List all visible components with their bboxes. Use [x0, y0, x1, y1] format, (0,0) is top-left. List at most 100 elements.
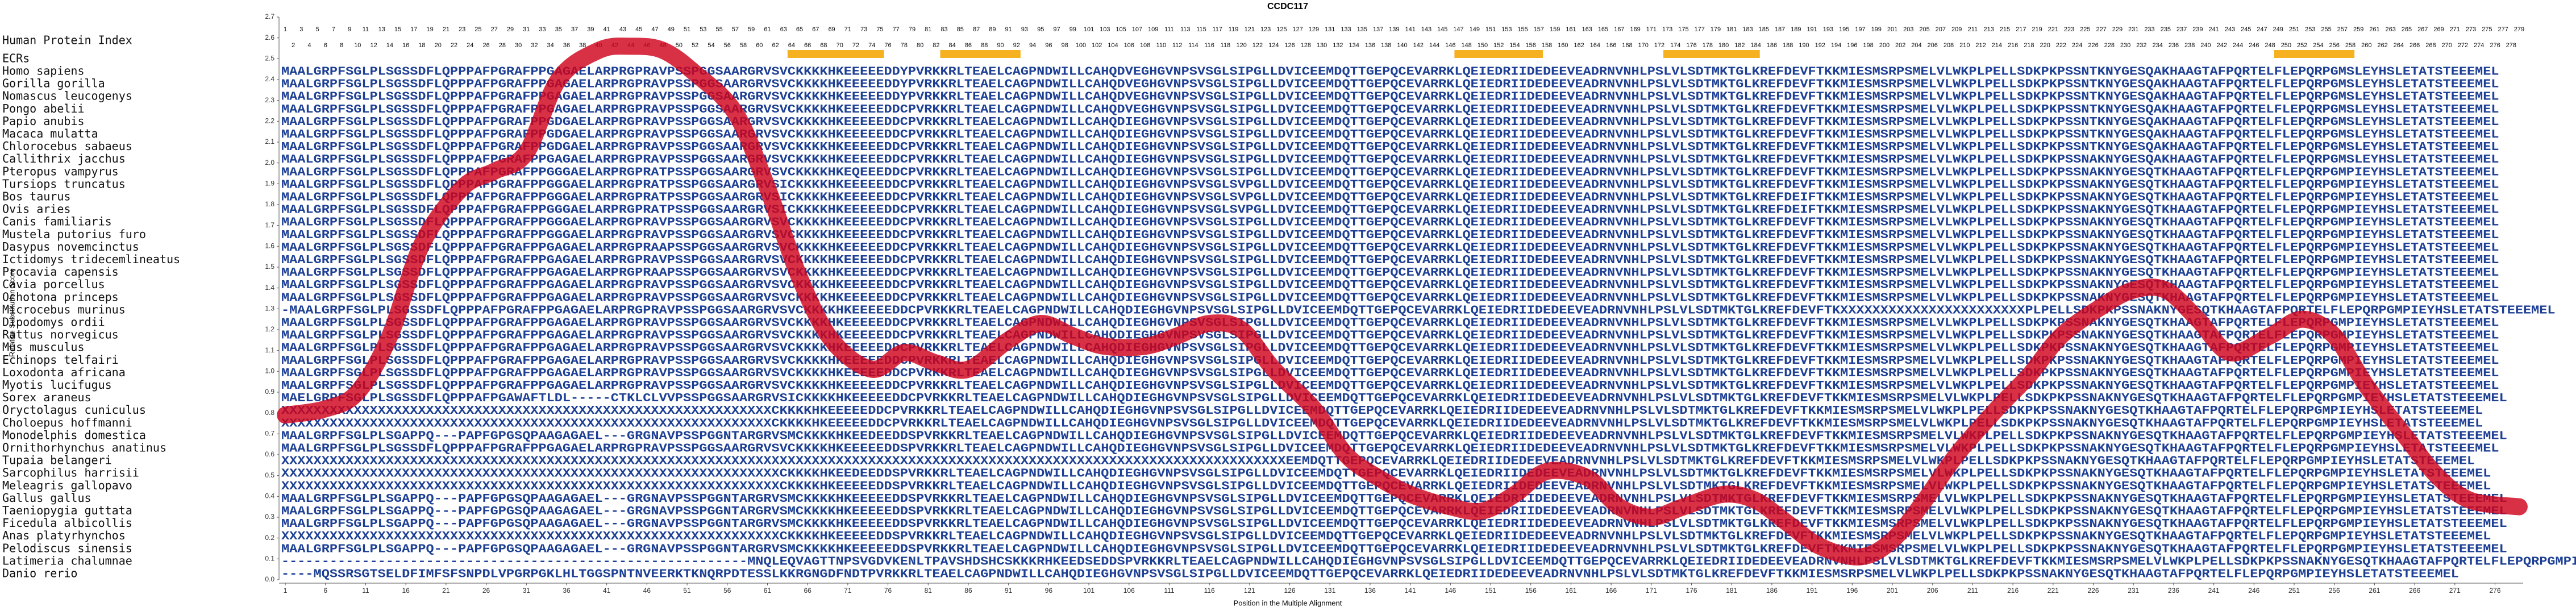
position-index: 68 — [820, 42, 827, 49]
position-index: 248 — [2265, 42, 2275, 49]
position-index: 110 — [1156, 42, 1167, 49]
position-index: 184 — [1750, 42, 1761, 49]
position-index: 4 — [307, 42, 311, 49]
position-index: 234 — [2152, 42, 2162, 49]
position-index: 172 — [1654, 42, 1664, 49]
x-tick-label: 1 — [284, 587, 288, 595]
position-index: 213 — [1984, 26, 1994, 33]
position-index: 129 — [1309, 26, 1319, 33]
position-index: 156 — [1526, 42, 1536, 49]
position-index: 277 — [2498, 26, 2508, 33]
sequence: MAALGRPFSGLPLSGSSDFLQPPPAFPGRAFPPGAGAELA… — [281, 254, 2499, 267]
position-index: 247 — [2257, 26, 2267, 33]
position-index: 55 — [715, 26, 722, 33]
position-index: 53 — [700, 26, 706, 33]
position-index: 79 — [909, 26, 915, 33]
position-index: 243 — [2225, 26, 2235, 33]
position-index: 242 — [2217, 42, 2227, 49]
position-index: 178 — [1703, 42, 1713, 49]
position-index: 279 — [2514, 26, 2524, 33]
position-index: 229 — [2112, 26, 2123, 33]
position-index: 38 — [579, 42, 586, 49]
position-index: 83 — [940, 26, 947, 33]
position-index: 9 — [348, 26, 351, 33]
position-index: 128 — [1301, 42, 1311, 49]
position-index: 225 — [2080, 26, 2090, 33]
x-tick-label: 236 — [2168, 587, 2179, 595]
position-index: 52 — [692, 42, 698, 49]
position-index: 56 — [724, 42, 731, 49]
position-index: 103 — [1100, 26, 1110, 33]
position-index: 47 — [651, 26, 658, 33]
position-index: 2 — [292, 42, 295, 49]
position-index: 191 — [1807, 26, 1817, 33]
position-index: 207 — [1936, 26, 1946, 33]
position-index: 186 — [1767, 42, 1777, 49]
position-index: 148 — [1461, 42, 1471, 49]
position-index: 214 — [1992, 42, 2002, 49]
species-name: Canis familiaris — [2, 215, 112, 228]
position-index: 199 — [1871, 26, 1882, 33]
position-index: 23 — [459, 26, 465, 33]
position-index: 125 — [1276, 26, 1287, 33]
position-index: 67 — [812, 26, 819, 33]
sequence: MAALGRPFSGLPLSGSSDFLQPPPAFPGRAFPPGAGAELA… — [281, 267, 2499, 280]
y-tick-label: 1.4 — [265, 284, 274, 292]
position-index: 235 — [2161, 26, 2171, 33]
position-index: 195 — [1839, 26, 1849, 33]
species-name: Papio anubis — [2, 114, 85, 128]
position-index: 112 — [1172, 42, 1183, 49]
species-name: Ficedula albicollis — [2, 516, 132, 530]
position-index: 216 — [2008, 42, 2018, 49]
position-index: 54 — [708, 42, 714, 49]
sequence: XXXXXXXXXXXXXXXXXXXXXXXXXXXXXXXXXXXXXXXX… — [281, 455, 2475, 468]
position-index: 90 — [997, 42, 1004, 49]
species-name: Pongo abelii — [2, 102, 85, 115]
position-index: 17 — [410, 26, 417, 33]
position-index: 57 — [732, 26, 739, 33]
position-index: 166 — [1606, 42, 1616, 49]
y-tick-label: 1.0 — [265, 367, 274, 375]
position-index: 34 — [547, 42, 554, 49]
position-index: 261 — [2369, 26, 2379, 33]
position-index: 59 — [748, 26, 755, 33]
position-index: 22 — [451, 42, 457, 49]
y-tick-label: 1.9 — [265, 180, 274, 188]
x-tick-label: 171 — [1646, 587, 1657, 595]
sequence: MAALGRPFSGLPLSGSSDFLQPPPAFPGRAFPPGDGAELA… — [281, 128, 2499, 142]
species-name: Pteropus vampyrus — [2, 164, 119, 178]
position-index: 132 — [1333, 42, 1343, 49]
position-index: 194 — [1831, 42, 1841, 49]
x-tick-label: 181 — [1726, 587, 1737, 595]
sequence: MAALGRPFSGLPLSGSSDFLQPPPAFPGRAFPPGAGAELA… — [281, 342, 2499, 355]
y-tick-label: 1.6 — [265, 242, 274, 250]
position-index: 137 — [1373, 26, 1383, 33]
x-tick-label: 241 — [2208, 587, 2220, 595]
position-index: 142 — [1413, 42, 1424, 49]
position-index: 217 — [2016, 26, 2026, 33]
position-index: 144 — [1429, 42, 1439, 49]
position-index: 24 — [467, 42, 473, 49]
position-index: 108 — [1140, 42, 1150, 49]
position-index: 197 — [1855, 26, 1865, 33]
position-index: 181 — [1726, 26, 1737, 33]
position-index: 27 — [491, 26, 498, 33]
position-index: 209 — [1951, 26, 1962, 33]
position-index: 276 — [2490, 42, 2500, 49]
position-index: 131 — [1325, 26, 1335, 33]
x-tick-label: 156 — [1525, 587, 1537, 595]
y-tick-label: 2.2 — [265, 117, 274, 125]
position-index: 196 — [1847, 42, 1857, 49]
position-index: 126 — [1284, 42, 1295, 49]
position-index: 120 — [1237, 42, 1247, 49]
x-tick-label: 161 — [1565, 587, 1576, 595]
x-tick-label: 76 — [884, 587, 892, 595]
sequence: MAALGRPFSGLPLSGSSDFLQPPPAFPGRAFPPGAGAELA… — [281, 78, 2499, 92]
position-index: 167 — [1614, 26, 1624, 33]
position-index: 15 — [394, 26, 401, 33]
species-name: Cavia porcellus — [2, 277, 105, 291]
position-index: 266 — [2409, 42, 2420, 49]
position-index: 187 — [1775, 26, 1785, 33]
y-tick-label: 2.7 — [265, 13, 274, 20]
position-index: 143 — [1421, 26, 1431, 33]
